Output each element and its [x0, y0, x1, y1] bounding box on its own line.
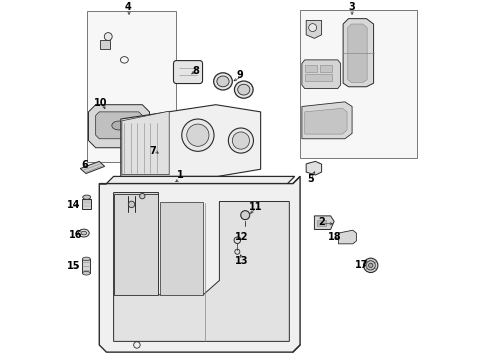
Ellipse shape: [128, 201, 135, 208]
Polygon shape: [305, 161, 321, 175]
Text: 7: 7: [149, 145, 156, 156]
Polygon shape: [113, 193, 289, 341]
Ellipse shape: [82, 271, 90, 275]
Polygon shape: [99, 176, 300, 352]
Polygon shape: [347, 24, 366, 82]
Text: 10: 10: [94, 98, 107, 108]
Polygon shape: [160, 202, 203, 295]
Polygon shape: [343, 19, 373, 87]
Text: 9: 9: [236, 70, 243, 80]
Text: 16: 16: [68, 230, 82, 239]
Polygon shape: [301, 102, 351, 139]
Ellipse shape: [78, 229, 89, 237]
Bar: [82, 259, 90, 273]
FancyBboxPatch shape: [173, 60, 202, 84]
Bar: [86, 12, 176, 162]
Polygon shape: [88, 105, 149, 148]
Polygon shape: [121, 105, 260, 176]
Text: 17: 17: [355, 260, 368, 270]
Text: 14: 14: [67, 200, 81, 210]
Polygon shape: [305, 21, 321, 39]
Polygon shape: [338, 230, 356, 244]
Text: 11: 11: [248, 202, 262, 212]
Ellipse shape: [368, 263, 372, 267]
Text: 6: 6: [81, 160, 88, 170]
Bar: [300, 10, 416, 158]
Polygon shape: [314, 216, 333, 229]
Ellipse shape: [240, 211, 249, 220]
Ellipse shape: [182, 119, 214, 151]
Text: 2: 2: [318, 217, 325, 227]
Ellipse shape: [363, 258, 377, 273]
Bar: [319, 64, 332, 72]
Bar: [100, 40, 110, 49]
Ellipse shape: [228, 128, 253, 153]
Ellipse shape: [234, 81, 253, 98]
Text: 4: 4: [124, 2, 131, 12]
Polygon shape: [106, 176, 294, 184]
Ellipse shape: [186, 124, 208, 146]
Ellipse shape: [82, 195, 90, 199]
Polygon shape: [96, 112, 142, 139]
Text: 18: 18: [327, 233, 341, 242]
Text: 5: 5: [307, 174, 314, 184]
Ellipse shape: [82, 257, 90, 261]
Ellipse shape: [112, 121, 126, 130]
Text: 15: 15: [67, 261, 81, 271]
Polygon shape: [301, 60, 340, 89]
Ellipse shape: [213, 73, 232, 90]
Bar: [304, 74, 332, 81]
Ellipse shape: [232, 132, 249, 149]
Ellipse shape: [81, 231, 86, 235]
Polygon shape: [80, 161, 104, 174]
Ellipse shape: [237, 84, 249, 95]
Polygon shape: [304, 108, 346, 134]
Ellipse shape: [308, 24, 316, 32]
Text: 3: 3: [348, 2, 355, 12]
Ellipse shape: [104, 33, 112, 41]
Ellipse shape: [217, 76, 228, 87]
Bar: [317, 220, 325, 226]
Polygon shape: [113, 194, 158, 295]
Ellipse shape: [139, 193, 144, 199]
Text: 1: 1: [176, 170, 183, 180]
Polygon shape: [122, 111, 169, 175]
Bar: [304, 64, 317, 72]
Ellipse shape: [366, 261, 375, 270]
Text: 8: 8: [192, 66, 199, 76]
Bar: [82, 199, 91, 210]
Text: 13: 13: [234, 256, 248, 266]
Text: 12: 12: [234, 232, 248, 242]
